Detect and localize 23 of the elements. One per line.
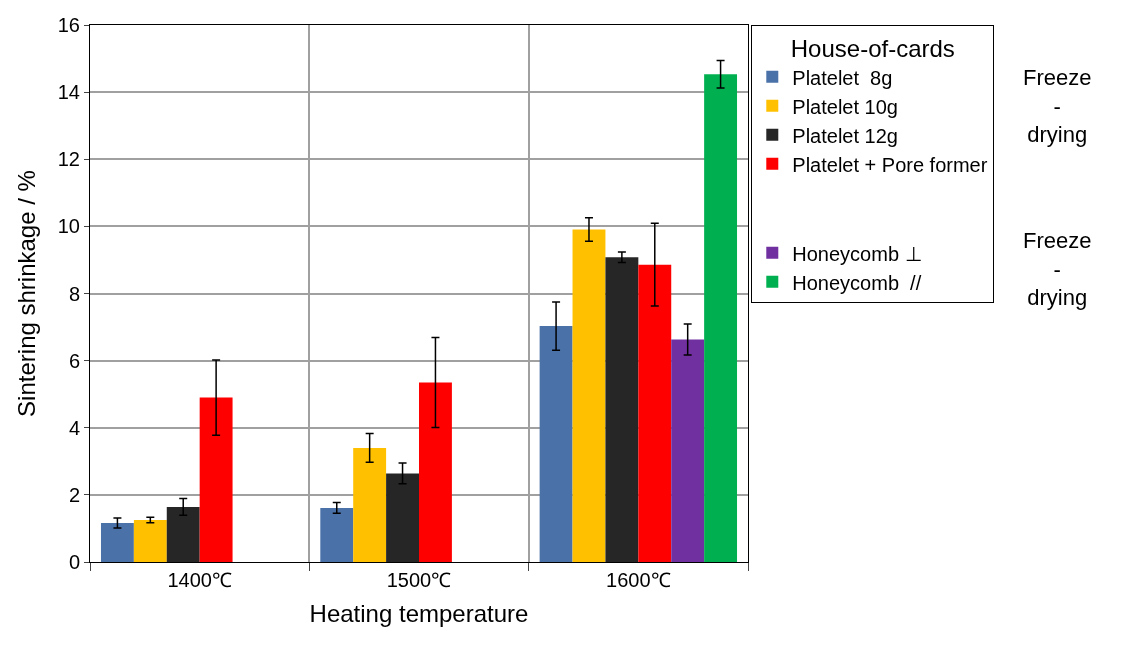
y-tick-label: 16 bbox=[57, 14, 80, 36]
y-tick-label: 2 bbox=[68, 483, 80, 506]
y-tick-label: 0 bbox=[68, 551, 80, 573]
x-tick-label: 1400℃ bbox=[167, 569, 232, 591]
y-tick-label: 10 bbox=[57, 215, 80, 238]
legend-label: Honeycomb // bbox=[792, 271, 922, 294]
y-tick-label: 4 bbox=[68, 416, 80, 439]
text: Freeze - drying bbox=[1023, 65, 1092, 148]
legend-label: Platelet 12g bbox=[792, 124, 898, 147]
x-axis-title: Heating temperature bbox=[309, 600, 529, 628]
legend-label: Honeycomb ⊥ bbox=[792, 242, 922, 265]
y-tick-label: 8 bbox=[68, 282, 80, 305]
legend-label: Platelet 10g bbox=[792, 95, 898, 118]
y-axis-title: Sintering shrinkage / % bbox=[12, 170, 40, 417]
y-tick-label: 14 bbox=[57, 81, 80, 104]
x-tick-label: 1600℃ bbox=[606, 569, 671, 591]
legend-label: Platelet 8g bbox=[792, 66, 893, 89]
x-tick-label: 1500℃ bbox=[386, 569, 452, 591]
text: Freeze - drying bbox=[1023, 228, 1092, 311]
y-tick-label: 12 bbox=[57, 148, 80, 171]
legend-label: Platelet + Pore former bbox=[792, 153, 988, 176]
y-tick-label: 6 bbox=[68, 349, 80, 372]
legend-title: House-of-cards bbox=[790, 35, 955, 63]
